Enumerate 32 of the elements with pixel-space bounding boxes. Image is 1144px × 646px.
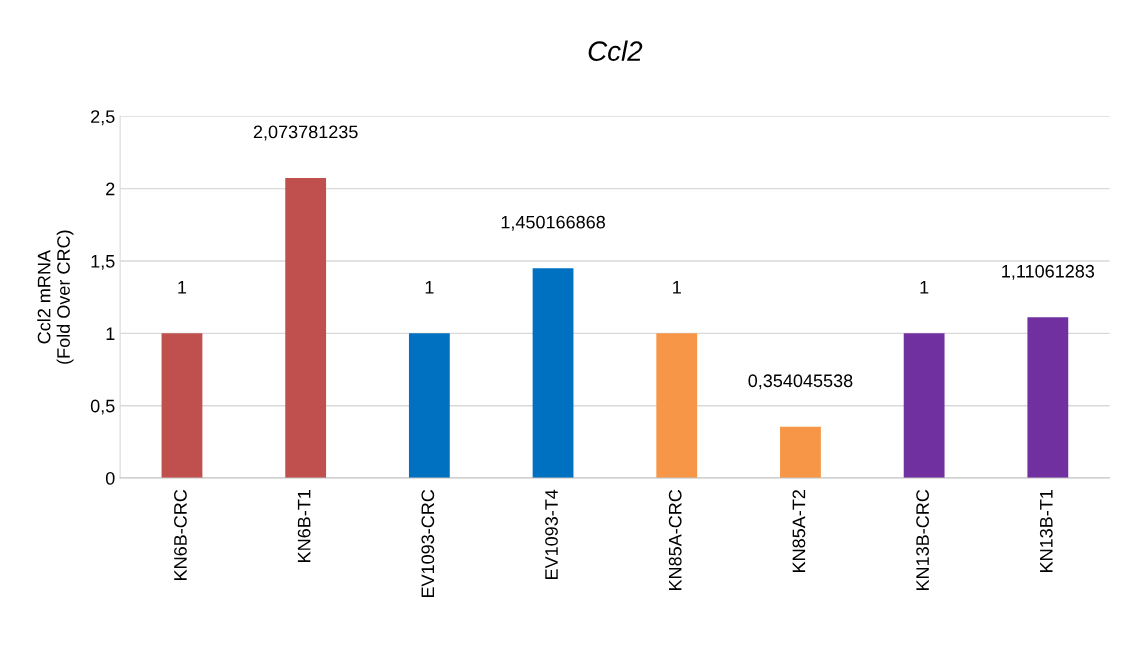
data-label: 0,354045538: [748, 374, 853, 390]
y-tick-label: 2: [106, 182, 115, 196]
data-label: 1: [425, 281, 434, 294]
x-tick-label: KN6B-CRC: [174, 489, 187, 580]
data-label: 2,073781235: [253, 125, 358, 141]
x-tick-label: KN85A-T2: [792, 490, 806, 572]
y-tick-label: 0,5: [90, 399, 115, 415]
bar: [780, 426, 821, 479]
data-label: 1,450166868: [501, 215, 605, 231]
bar: [903, 333, 945, 479]
y-axis-title: Ccl2 mRNA (Fold Over CRC): [37, 230, 74, 364]
data-label: 1: [673, 281, 681, 294]
data-label: 1: [920, 281, 929, 294]
x-tick-label: KN13B-T1: [1039, 490, 1053, 572]
y-tick-label: 0: [105, 471, 115, 485]
x-tick-label: EV1093-CRC: [421, 489, 435, 598]
y-tick-label: 2,5: [91, 110, 115, 126]
y-tick-label: 1,5: [91, 255, 115, 270]
x-tick-label: KN6B-T1: [297, 490, 311, 562]
bar: [161, 333, 203, 479]
bar: [408, 333, 450, 479]
y-tick-label: 1: [106, 327, 115, 340]
data-label: 1: [178, 281, 187, 294]
bar: [532, 268, 574, 479]
chart-title: Ccl2: [588, 40, 643, 61]
x-tick-label: EV1093-T4: [545, 489, 558, 579]
x-tick-label: KN13B-CRC: [916, 489, 929, 591]
x-tick-label: KN85A-CRC: [668, 489, 682, 591]
data-label: 1,11061283: [1002, 264, 1095, 280]
bar: [656, 333, 698, 479]
bar: [285, 177, 327, 479]
bar: [1027, 317, 1069, 479]
